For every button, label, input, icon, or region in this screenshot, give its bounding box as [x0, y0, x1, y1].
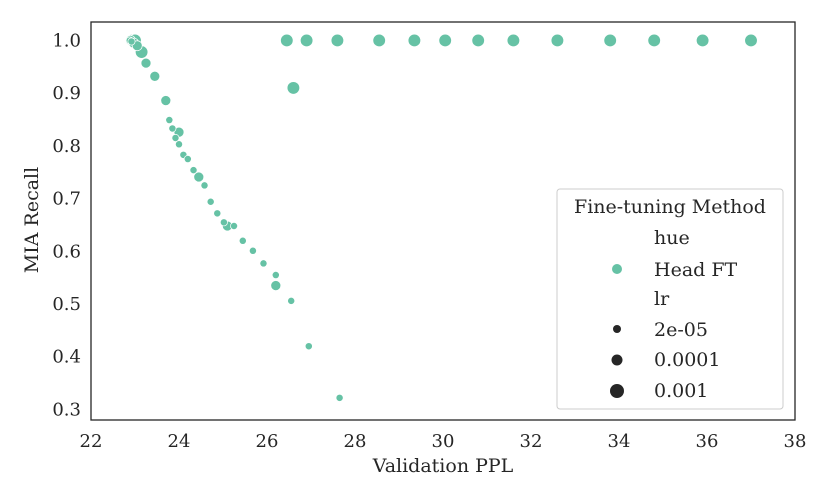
- x-axis-label: Validation PPL: [372, 455, 514, 477]
- x-tick-label: 34: [608, 431, 631, 452]
- data-point: [127, 37, 136, 46]
- x-tick-label: 36: [696, 431, 719, 452]
- legend-hue-marker: [612, 264, 622, 274]
- legend-hue-label: Head FT: [654, 259, 738, 281]
- x-tick-label: 30: [432, 431, 455, 452]
- y-tick-label: 0.6: [52, 241, 81, 262]
- legend-size-label-large: 0.001: [654, 380, 708, 402]
- x-tick-label: 38: [784, 431, 807, 452]
- legend-size-label-medium: 0.0001: [654, 349, 720, 371]
- plot-frame: [90, 21, 796, 421]
- data-points: [125, 33, 758, 402]
- x-axis: 22 24 26 28 30 32 34 36 38: [80, 431, 807, 452]
- data-point: [171, 134, 180, 142]
- data-point: [160, 95, 172, 106]
- data-point: [140, 57, 152, 69]
- legend-hue-title: hue: [654, 227, 690, 249]
- data-point: [304, 342, 313, 351]
- data-point: [206, 197, 215, 206]
- data-point: [168, 124, 177, 133]
- data-point: [189, 166, 198, 175]
- data-point: [271, 271, 280, 279]
- data-point: [230, 222, 238, 230]
- x-tick-label: 24: [168, 431, 191, 452]
- data-point: [695, 33, 710, 48]
- y-axis-label: MIA Recall: [21, 167, 43, 273]
- y-tick-label: 0.8: [52, 136, 81, 157]
- data-point: [193, 171, 205, 183]
- legend-frame: [556, 188, 784, 410]
- legend-size-label-small: 2e-05: [654, 319, 708, 341]
- data-point: [286, 81, 301, 95]
- y-tick-label: 0.3: [52, 399, 81, 420]
- data-point: [270, 280, 282, 291]
- data-point: [603, 33, 617, 48]
- data-point: [744, 33, 758, 48]
- data-point: [259, 259, 268, 268]
- data-point: [299, 33, 314, 48]
- data-point: [219, 218, 228, 227]
- x-tick-label: 32: [520, 431, 543, 452]
- data-point: [287, 296, 296, 305]
- data-point: [471, 33, 485, 48]
- data-point: [165, 116, 174, 125]
- data-point: [335, 393, 344, 402]
- legend-size-marker-large: [610, 384, 624, 398]
- legend-size-marker-small: [613, 325, 621, 333]
- y-tick-label: 0.9: [52, 83, 81, 104]
- data-point: [248, 246, 257, 255]
- legend: Fine-tuning Method hue Head FT lr 2e-05 …: [556, 188, 784, 410]
- data-point: [550, 33, 565, 48]
- y-tick-label: 0.7: [52, 189, 81, 210]
- x-tick-label: 22: [80, 431, 103, 452]
- data-point: [407, 33, 422, 48]
- y-tick-label: 1.0: [52, 30, 81, 51]
- data-point: [238, 236, 247, 245]
- data-point: [647, 33, 661, 48]
- legend-size-marker-medium: [611, 354, 623, 366]
- y-tick-label: 0.5: [52, 294, 81, 315]
- data-point: [438, 33, 452, 48]
- x-tick-label: 26: [256, 431, 279, 452]
- data-point: [372, 33, 386, 48]
- data-point: [280, 33, 294, 48]
- data-point: [149, 70, 161, 82]
- data-point: [183, 155, 192, 164]
- y-tick-label: 0.4: [52, 347, 81, 368]
- data-point: [330, 33, 345, 48]
- data-point: [506, 33, 521, 48]
- data-point: [200, 181, 209, 190]
- y-axis: 0.3 0.4 0.5 0.6 0.7 0.8 0.9 1.0: [52, 30, 81, 420]
- legend-title: Fine-tuning Method: [574, 196, 766, 218]
- legend-size-title: lr: [654, 288, 670, 310]
- data-point: [213, 209, 222, 218]
- data-point: [175, 140, 183, 149]
- x-tick-label: 28: [344, 431, 367, 452]
